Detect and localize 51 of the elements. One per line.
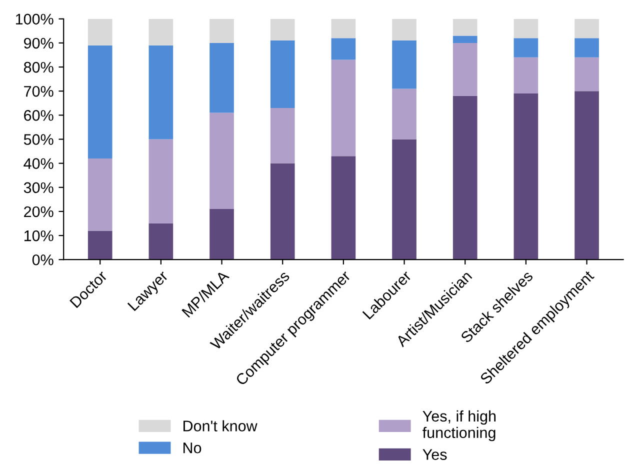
y-tick-label: 30% xyxy=(24,182,54,194)
y-tick-label: 60% xyxy=(24,110,54,121)
bar xyxy=(210,112,234,210)
bar xyxy=(514,57,538,94)
bar xyxy=(270,18,295,41)
bar xyxy=(210,18,234,43)
y-tick-label: 50% xyxy=(24,134,54,145)
bar xyxy=(270,163,295,260)
bar xyxy=(392,88,416,140)
y-tick-label: 90% xyxy=(24,38,54,49)
bar xyxy=(270,108,295,164)
bar xyxy=(88,230,112,260)
bar xyxy=(331,38,356,60)
y-tick-label: 40% xyxy=(24,158,54,169)
bar xyxy=(148,45,174,140)
bar xyxy=(452,42,478,96)
bar xyxy=(148,139,174,224)
bar xyxy=(331,60,356,156)
bar xyxy=(574,91,599,260)
bar xyxy=(514,94,538,260)
bar xyxy=(270,40,295,108)
bar xyxy=(392,40,416,89)
bar xyxy=(210,209,234,260)
bar xyxy=(574,38,599,58)
y-tick-label: 70% xyxy=(24,86,54,97)
bar xyxy=(514,18,538,38)
bar xyxy=(88,18,112,46)
bar xyxy=(88,158,112,231)
legend-label: No xyxy=(184,442,202,454)
legend-label: Yes xyxy=(422,449,447,460)
y-tick-label: 10% xyxy=(24,230,54,242)
bar xyxy=(514,38,538,58)
legend-label: Don't know xyxy=(184,420,258,432)
bar xyxy=(148,18,174,46)
bar xyxy=(392,139,416,260)
bar xyxy=(88,45,112,158)
bar xyxy=(452,36,478,43)
bar xyxy=(452,18,478,36)
bar xyxy=(452,96,478,260)
bar xyxy=(574,57,599,92)
bar xyxy=(210,42,234,113)
y-tick-label: 100% xyxy=(16,14,54,25)
y-tick-label: 20% xyxy=(24,206,54,218)
bar xyxy=(331,156,356,260)
y-tick-label: 0% xyxy=(32,254,54,266)
bar xyxy=(392,18,416,41)
bar xyxy=(148,223,174,260)
bar xyxy=(574,18,599,38)
legend-label: Yes, if high functioning xyxy=(422,410,496,442)
y-tick-label: 80% xyxy=(24,62,54,73)
bar xyxy=(331,18,356,38)
